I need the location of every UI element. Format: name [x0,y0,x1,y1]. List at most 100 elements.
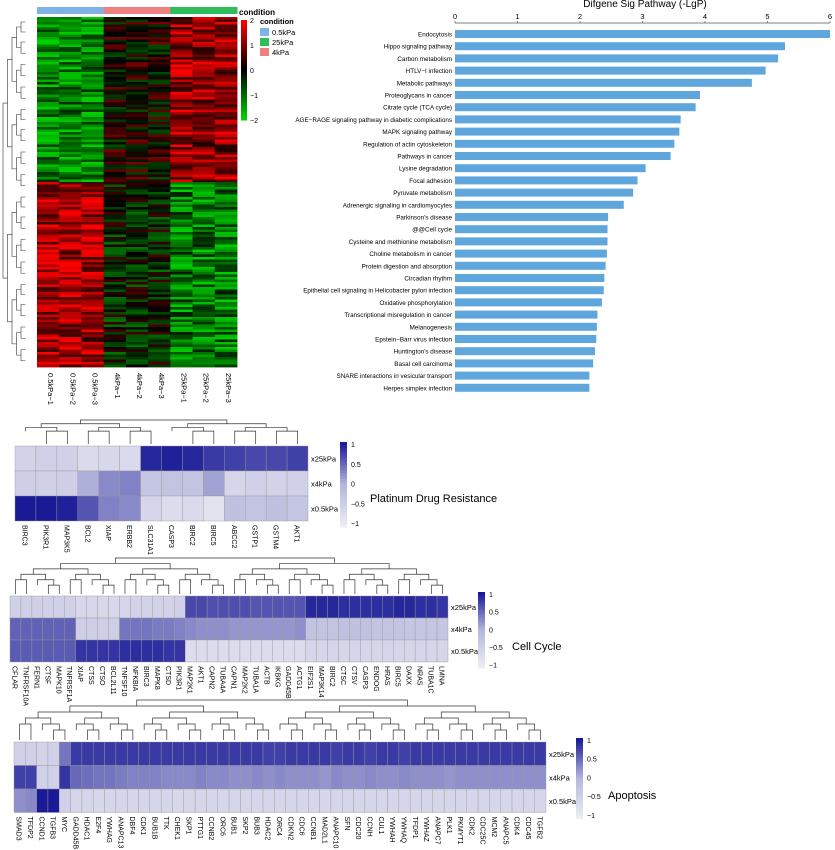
pathway-label: Epithelial cell signaling in Helicobacte… [303,288,452,295]
heatmap-cell [125,134,149,138]
heatmap-cell [214,247,238,250]
heatmap-cell [59,289,82,293]
heatmap-cell [59,182,82,185]
heatmap-cell [81,29,105,33]
heatmap-cell [59,139,82,143]
heatmap-cell [125,277,149,280]
heatmap-cell [59,249,82,253]
pathway-heatmap-cell [195,617,208,641]
heatmap-cell [81,92,105,95]
heatmap-cell [59,237,82,240]
gene-label: GSTP1 [251,525,258,548]
condition-legend-label: 0.5kPa [272,28,296,37]
pathway-heatmap-cell [371,639,383,663]
heatmap-cell [148,174,171,178]
pathway-heatmap-cell [97,595,109,619]
pathway-heatmap-cell [228,741,241,766]
pathway-heatmap-cell [414,617,427,641]
pathway-heatmap-cell [14,445,37,472]
heatmap-cell [192,287,216,290]
pathway-heatmap-cell [31,617,44,641]
heatmap-cell [192,319,216,323]
heatmap-cell [103,47,127,50]
heatmap-cell [59,179,82,183]
pathway-heatmap-cell [81,765,94,790]
heatmap-cell [170,317,193,320]
heatmap-cell [192,204,216,208]
heatmap-cell [125,219,149,223]
heatmap-cell [192,299,216,303]
heatmap-cell [214,84,238,88]
heatmap-cell [192,207,216,210]
heatmap-cell [37,254,60,258]
pathway-heatmap-cell [163,639,175,663]
heatmap-cell [81,134,105,138]
heatmap-cell [170,199,193,203]
pathway-heatmap-cell [265,470,288,497]
pathway-heatmap-cell [409,788,422,813]
pathway-bar [455,310,598,319]
heatmap-cell [214,174,238,178]
pathway-label: HTLV−I infection [406,68,453,75]
heatmap-cell [37,172,60,175]
heatmap-cell [125,312,149,315]
heatmap-cell [81,27,105,30]
heatmap-cell [59,304,82,308]
heatmap-cell [81,137,105,140]
heatmap-cell [81,114,105,118]
heatmap-cell [37,42,60,45]
pathway-heatmap-cell [93,765,105,790]
heatmap-cell [59,244,82,248]
heatmap-cell [59,267,82,270]
heatmap-cell [125,132,149,135]
heatmap-cell [192,257,216,260]
heatmap-cell [148,104,171,108]
heatmap-cell [125,272,149,275]
heatmap-cell [125,177,149,180]
heatmap-cell [59,42,82,45]
gene-label: ORC6 [218,817,225,837]
heatmap-cell [37,334,60,338]
heatmap-cell [170,24,193,28]
heatmap-cell [103,339,127,343]
heatmap-cell [125,274,149,278]
heatmap-cell [192,134,216,138]
pathway-heatmap-cell [25,788,37,813]
heatmap-cell [125,234,149,238]
pathway-heatmap-cell [104,788,117,813]
heatmap-cell [192,212,216,215]
pathway-bar [455,103,696,112]
heatmap-cell [170,289,193,293]
heatmap-cell [37,257,60,260]
heatmap-cell [214,92,238,95]
heatmap-cell [214,127,238,130]
heatmap-cell [81,17,105,20]
heatmap-cell [148,312,171,315]
heatmap-cell [148,169,171,173]
heatmap-cell [37,284,60,288]
heatmap-cell [148,284,171,288]
pathway-heatmap-cell [59,788,71,813]
heatmap-cell [59,209,82,213]
heatmap-cell [81,324,105,328]
gene-label: ANAPC13 [117,817,124,849]
heatmap-cell [214,162,238,165]
heatmap-cell [148,269,171,273]
column-dendrogram [19,699,541,740]
heatmap-cell [214,319,238,323]
heatmap-cell [37,92,60,95]
heatmap-cell [125,89,149,93]
pathway-heatmap-cell [455,765,467,790]
pathway-label: Oxidative phosphorylation [380,300,453,307]
heatmap-column-label: 0.5kPa−3 [91,373,100,405]
pathway-heatmap-cell [240,788,252,813]
heatmap-cell [103,84,127,88]
pathway-heatmap-cell [489,765,501,790]
heatmap-cell [59,192,82,195]
gene-label: TNFSF10 [120,666,127,696]
heatmap-cell [81,219,105,223]
pathway-heatmap-cell [56,470,78,497]
pathway-heatmap-cell [342,765,354,790]
